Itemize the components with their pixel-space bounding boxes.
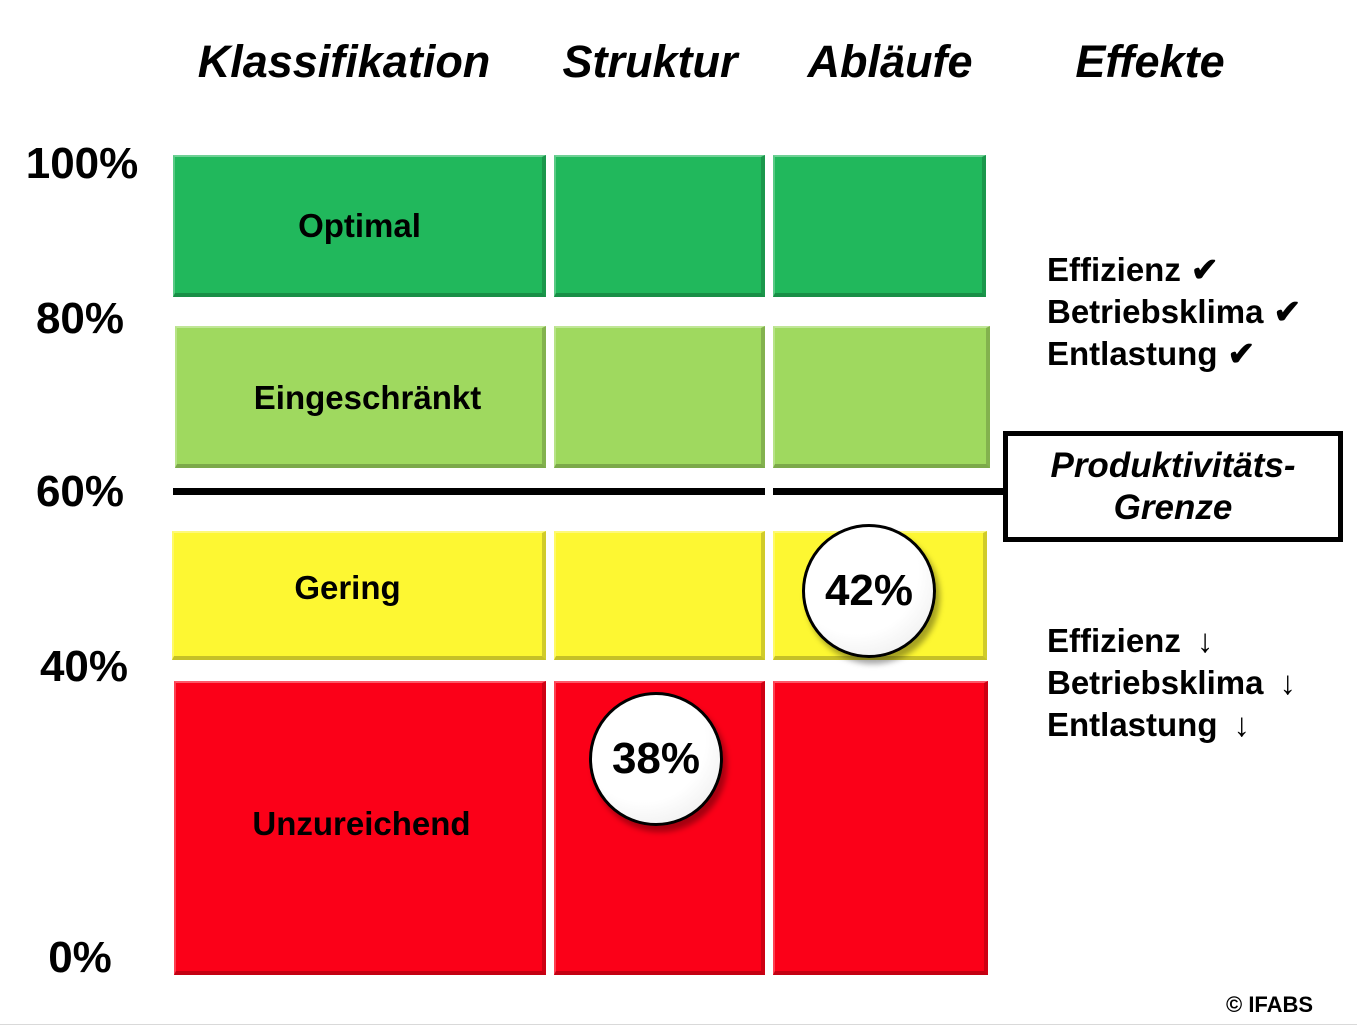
- effects-negative-list: Effizienz ↓ Betriebsklima ↓ Entlastung ↓: [1047, 620, 1296, 746]
- column-header-effekte: Effekte: [1075, 36, 1225, 87]
- effect-item: Effizienz ✔: [1047, 249, 1301, 291]
- bottom-divider: [0, 1024, 1357, 1025]
- result-badge-struktur: 38%: [589, 692, 723, 826]
- arrow-down-icon: ↓: [1233, 706, 1251, 743]
- y-label-0: 0%: [48, 933, 112, 982]
- arrow-down-icon: ↓: [1196, 622, 1214, 659]
- y-label-60: 60%: [35, 467, 125, 516]
- y-label-80: 80%: [35, 294, 125, 343]
- result-badge-ablaeufe: 42%: [802, 524, 936, 658]
- check-icon: ✔: [1190, 251, 1219, 288]
- check-icon: ✔: [1227, 335, 1256, 372]
- cell-unzureichend-klassifikation: [174, 681, 546, 975]
- productivity-limit-line: [173, 488, 765, 495]
- level-label-eingeschraenkt: Eingeschränkt: [253, 379, 482, 416]
- level-label-optimal: Optimal: [298, 207, 421, 244]
- cell-eingeschraenkt-struktur: [554, 326, 765, 468]
- productivity-limit-line1: Produktivitäts-: [1050, 445, 1296, 485]
- cell-optimal-ablaeufe: [773, 155, 986, 297]
- effect-label: Betriebsklima: [1047, 664, 1264, 701]
- effect-item: Entlastung ✔: [1047, 333, 1301, 375]
- cell-optimal-klassifikation: [173, 155, 546, 297]
- cell-eingeschraenkt-klassifikation: [175, 326, 546, 468]
- cell-gering-struktur: [554, 531, 765, 660]
- effect-item: Entlastung ↓: [1047, 704, 1296, 746]
- level-label-gering: Gering: [294, 569, 401, 606]
- productivity-limit-box: Produktivitäts- Grenze: [1003, 431, 1343, 542]
- effect-label: Entlastung: [1047, 335, 1218, 372]
- effect-label: Effizienz: [1047, 251, 1181, 288]
- effects-positive-list: Effizienz ✔ Betriebsklima ✔ Entlastung ✔: [1047, 249, 1301, 375]
- level-label-unzureichend: Unzureichend: [252, 805, 471, 842]
- effect-label: Entlastung: [1047, 706, 1218, 743]
- column-header-struktur: Struktur: [562, 36, 738, 87]
- cell-gering-klassifikation: [172, 531, 546, 660]
- effect-item: Betriebsklima ↓: [1047, 662, 1296, 704]
- y-label-40: 40%: [39, 642, 129, 691]
- effect-label: Effizienz: [1047, 622, 1181, 659]
- effect-item: Effizienz ↓: [1047, 620, 1296, 662]
- productivity-limit-line-right: [773, 488, 1005, 495]
- check-icon: ✔: [1273, 293, 1302, 330]
- column-header-klassifikation: Klassifikation: [197, 36, 491, 87]
- cell-unzureichend-ablaeufe: [773, 681, 988, 975]
- cell-eingeschraenkt-ablaeufe: [773, 326, 990, 468]
- productivity-limit-line2: Grenze: [1113, 487, 1233, 527]
- cell-optimal-struktur: [554, 155, 765, 297]
- effect-label: Betriebsklima: [1047, 293, 1264, 330]
- y-label-100: 100%: [25, 139, 139, 188]
- effect-item: Betriebsklima ✔: [1047, 291, 1301, 333]
- arrow-down-icon: ↓: [1279, 664, 1296, 701]
- copyright-notice: © IFABS: [1226, 992, 1314, 1017]
- column-header-ablaeufe: Abläufe: [807, 36, 973, 87]
